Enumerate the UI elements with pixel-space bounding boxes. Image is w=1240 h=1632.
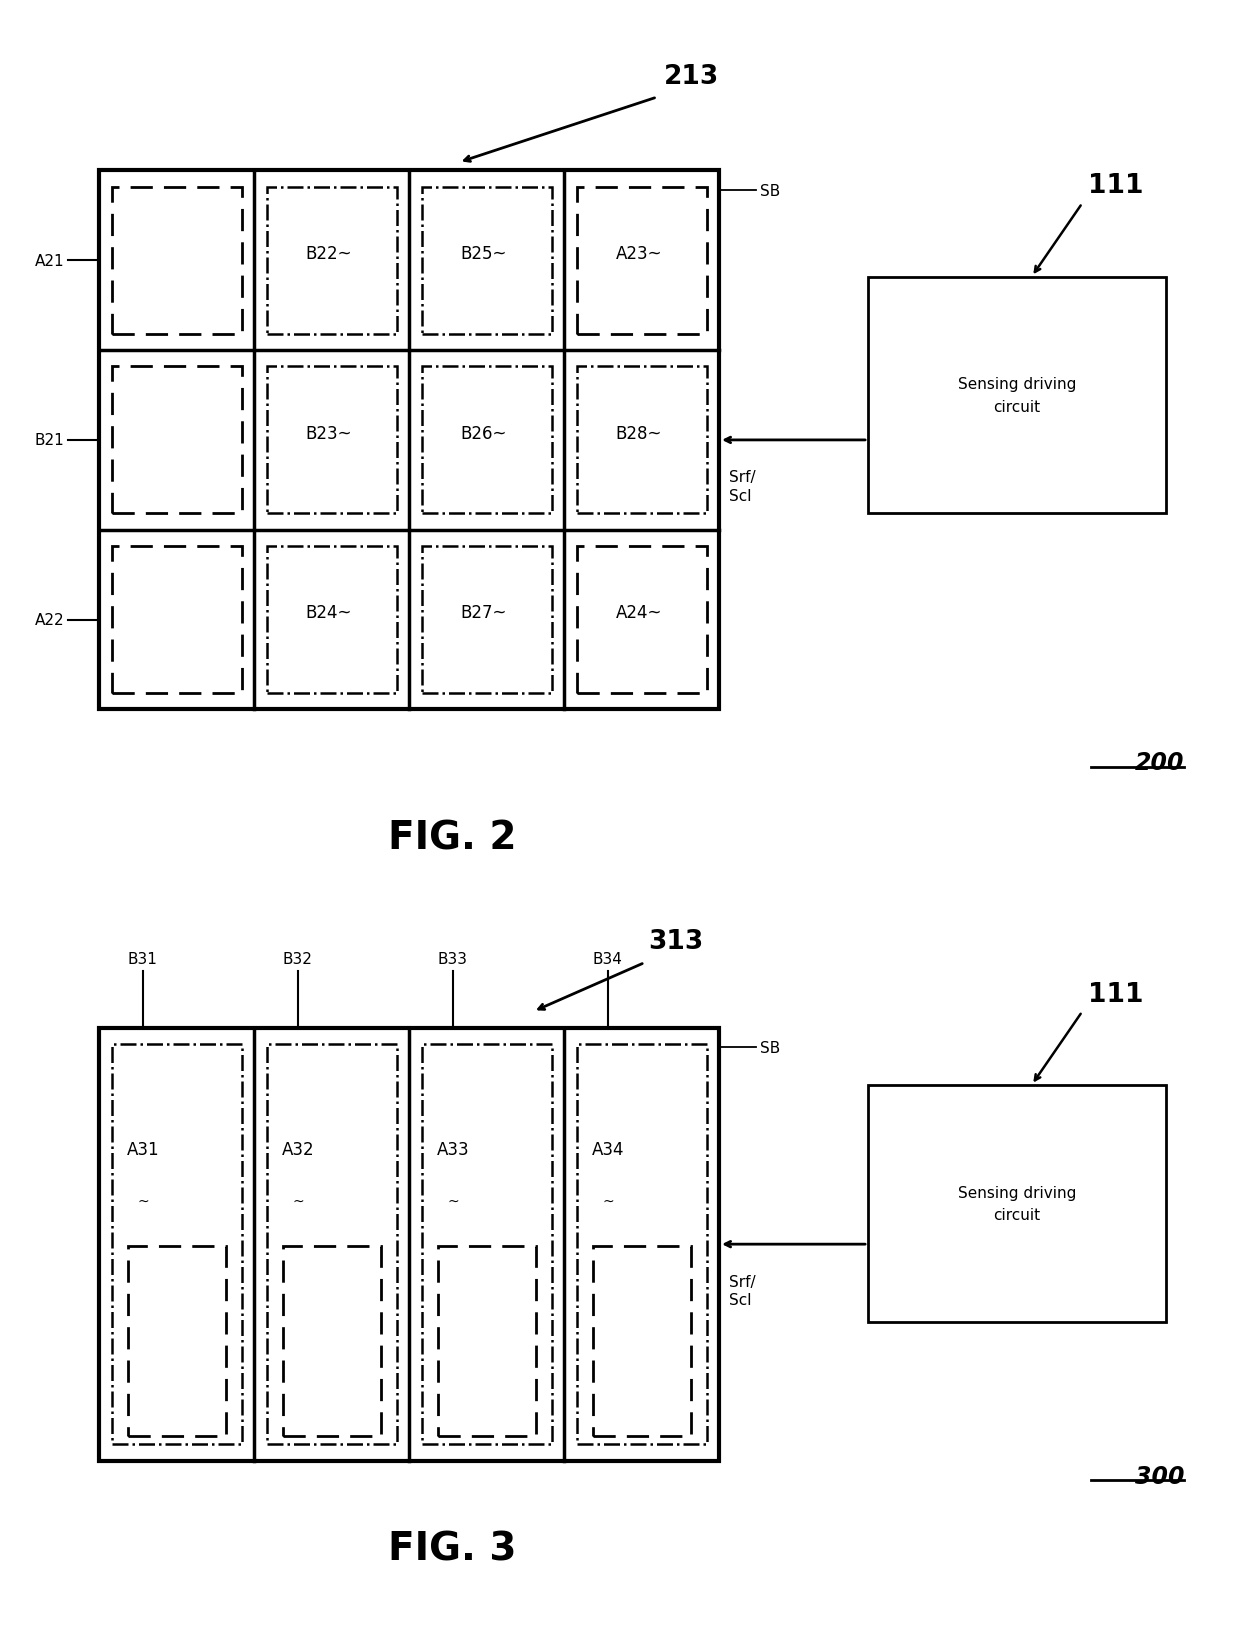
Text: FIG. 3: FIG. 3 <box>388 1529 517 1567</box>
Bar <box>267 188 397 335</box>
Bar <box>267 547 397 694</box>
Text: 111: 111 <box>1089 981 1143 1007</box>
Text: B21: B21 <box>35 432 64 449</box>
Bar <box>868 277 1166 514</box>
Text: B26~: B26~ <box>461 424 507 442</box>
Text: SB: SB <box>760 1040 780 1056</box>
Bar <box>112 367 242 514</box>
Text: Srf/
Scl: Srf/ Scl <box>729 1273 755 1307</box>
Text: B22~: B22~ <box>306 245 352 263</box>
Bar <box>267 367 397 514</box>
Bar <box>128 1245 226 1436</box>
Text: FIG. 2: FIG. 2 <box>388 819 517 857</box>
Bar <box>577 367 707 514</box>
Text: Sensing driving
circuit: Sensing driving circuit <box>957 1185 1076 1222</box>
Text: 313: 313 <box>649 929 704 955</box>
Text: B25~: B25~ <box>461 245 507 263</box>
Text: ~: ~ <box>138 1195 150 1208</box>
Text: B28~: B28~ <box>616 424 662 442</box>
Bar <box>577 188 707 335</box>
Bar <box>422 367 552 514</box>
Text: 111: 111 <box>1089 173 1143 199</box>
Bar <box>283 1245 381 1436</box>
Text: 200: 200 <box>1135 751 1184 775</box>
Text: B32: B32 <box>283 951 312 966</box>
Text: B27~: B27~ <box>461 604 507 622</box>
Bar <box>112 547 242 694</box>
Text: B34: B34 <box>593 951 622 966</box>
Bar <box>422 1044 552 1444</box>
Text: A34: A34 <box>593 1141 625 1159</box>
Text: A24~: A24~ <box>616 604 662 622</box>
Text: Srf/
Scl: Srf/ Scl <box>729 470 755 504</box>
Text: A32: A32 <box>283 1141 315 1159</box>
Text: SB: SB <box>760 183 780 199</box>
Bar <box>422 188 552 335</box>
Text: A23~: A23~ <box>616 245 662 263</box>
Bar <box>577 1044 707 1444</box>
Text: A21: A21 <box>35 253 64 269</box>
Text: ~: ~ <box>293 1195 305 1208</box>
Bar <box>112 1044 242 1444</box>
Bar <box>438 1245 536 1436</box>
Bar <box>868 1085 1166 1322</box>
Bar <box>99 1028 719 1461</box>
Text: A31: A31 <box>128 1141 160 1159</box>
Bar <box>577 547 707 694</box>
Bar <box>593 1245 691 1436</box>
Text: B31: B31 <box>128 951 157 966</box>
Text: B24~: B24~ <box>306 604 352 622</box>
Text: A22: A22 <box>35 612 64 628</box>
Text: ~: ~ <box>448 1195 460 1208</box>
Bar <box>99 171 719 710</box>
Text: B23~: B23~ <box>306 424 352 442</box>
Text: 213: 213 <box>663 64 719 90</box>
Bar <box>422 547 552 694</box>
Text: A33: A33 <box>438 1141 470 1159</box>
Bar <box>112 188 242 335</box>
Bar <box>267 1044 397 1444</box>
Text: ~: ~ <box>603 1195 615 1208</box>
Text: Sensing driving
circuit: Sensing driving circuit <box>957 377 1076 415</box>
Text: 300: 300 <box>1135 1464 1184 1488</box>
Text: B33: B33 <box>438 951 467 966</box>
